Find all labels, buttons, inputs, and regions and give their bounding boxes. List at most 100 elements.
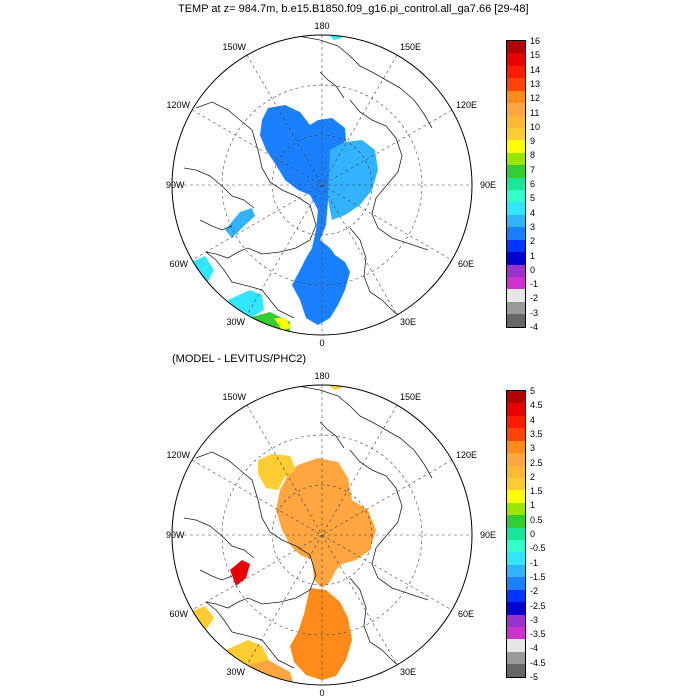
top-colorbar-tick-label: 3 xyxy=(530,221,536,232)
top-colorbar-swatch xyxy=(507,227,525,240)
bottom-colorbar-tick-label: -5 xyxy=(530,672,539,682)
top-colorbar-tick-label: 16 xyxy=(530,36,541,46)
top-colorbar-tick-label: 14 xyxy=(530,64,541,75)
bottom-colorbar-swatch xyxy=(507,465,525,478)
bottom-colorbar-tick-label: 4 xyxy=(530,414,536,425)
top-colorbar-swatch xyxy=(507,152,525,166)
top-colorbar-tick-label: 8 xyxy=(530,150,536,161)
top-colorbar-swatch xyxy=(507,277,525,290)
top-colorbar-swatch xyxy=(507,289,525,302)
top-map-boundary xyxy=(171,34,473,336)
bottom-basin-orange-fill xyxy=(276,458,376,588)
top-polar-map xyxy=(171,34,473,336)
bottom-colorbar-swatch xyxy=(507,564,525,578)
top-colorbar-swatch xyxy=(507,177,525,191)
top-colorbar-tick-label: 6 xyxy=(530,179,536,189)
top-lon-label-0: 0 xyxy=(319,338,325,348)
top-colorbar-swatch xyxy=(507,252,525,265)
bottom-panel-title: (MODEL - LEVITUS/PHC2) xyxy=(172,353,307,365)
bottom-canada-yellow-fill xyxy=(258,454,296,490)
bottom-lon-label-0: 0 xyxy=(319,688,325,698)
bottom-colorbar-tick-label: 2 xyxy=(530,471,536,482)
bottom-colorbar-tick-label: -3.5 xyxy=(530,629,546,640)
bottom-colorbar xyxy=(506,390,526,678)
top-colorbar-swatch xyxy=(507,140,525,153)
top-colorbar-tick-label: 1 xyxy=(530,250,536,261)
top-colorbar-swatch xyxy=(507,90,525,104)
top-lon-label-150w: 150W xyxy=(222,42,246,52)
bottom-colorbar-tick-label: -1.5 xyxy=(530,571,546,582)
top-colorbar-swatch xyxy=(507,239,525,253)
bottom-colorbar-swatch xyxy=(507,453,525,466)
bottom-colorbar-tick-label: 0 xyxy=(530,529,536,539)
top-colorbar-swatch xyxy=(507,202,525,215)
bottom-colorbar-tick-label: -0.5 xyxy=(530,543,546,554)
bottom-colorbar-swatch xyxy=(507,415,525,429)
bottom-colorbar-tick-label: 3 xyxy=(530,443,536,454)
top-lon-label-30w: 30W xyxy=(226,317,245,327)
bottom-colorbar-swatch xyxy=(507,490,525,503)
top-lon-label-90w: 90W xyxy=(166,180,185,190)
bottom-baffin-red-fill xyxy=(230,560,250,586)
bottom-colorbar-tick-label: -1 xyxy=(530,557,539,568)
top-colorbar-swatch xyxy=(507,115,525,128)
bottom-colorbar-swatch xyxy=(507,577,525,590)
bottom-colorbar-swatch xyxy=(507,515,525,528)
top-lon-label-120e: 120E xyxy=(456,100,478,110)
bottom-colorbar-swatch xyxy=(507,651,525,665)
top-colorbar-swatch xyxy=(507,53,525,66)
top-colorbar-tick-label: -3 xyxy=(530,307,539,318)
bottom-lon-label-60w: 60W xyxy=(169,609,188,619)
top-colorbar-swatch xyxy=(507,78,525,91)
top-eurasian-basin-fill xyxy=(328,140,378,220)
top-lon-label-180: 180 xyxy=(314,21,330,31)
top-colorbar-swatch xyxy=(507,314,525,327)
bottom-colorbar-tick-label: 2.5 xyxy=(530,457,543,468)
bottom-colorbar-tick-label: -2.5 xyxy=(530,600,546,611)
top-colorbar-swatch xyxy=(507,41,525,54)
bottom-lon-label-120e: 120E xyxy=(456,450,478,460)
bottom-lon-label-150e: 150E xyxy=(400,392,422,402)
top-colorbar-tick-label: 7 xyxy=(530,164,536,175)
bottom-fram-orange-fill xyxy=(290,588,352,680)
bottom-lon-label-60e: 60E xyxy=(458,609,475,619)
top-panel-title: TEMP at z= 984.7m, b.e15.B1850.f09_g16.p… xyxy=(178,3,529,15)
top-colorbar-tick-label: 0 xyxy=(530,264,536,275)
bottom-colorbar-swatch xyxy=(507,639,525,652)
bottom-colorbar-swatch xyxy=(507,403,525,416)
top-colorbar-swatch xyxy=(507,165,525,178)
bottom-lon-label-30w: 30W xyxy=(226,667,245,677)
bottom-colorbar-swatch xyxy=(507,477,525,491)
top-colorbar-tick-label: -1 xyxy=(530,279,539,290)
bottom-colorbar-swatch xyxy=(507,428,525,441)
bottom-lon-label-90e: 90E xyxy=(480,530,497,540)
top-colorbar-tick-label: 11 xyxy=(530,107,540,118)
top-labrador-fill xyxy=(192,256,214,282)
bottom-colorbar-swatch xyxy=(507,527,525,541)
top-lon-label-150e: 150E xyxy=(400,42,422,52)
top-baffin-fill xyxy=(225,208,255,238)
bottom-lon-label-150w: 150W xyxy=(222,392,246,402)
bottom-colorbar-tick-label: 5 xyxy=(530,386,536,396)
top-colorbar-swatch xyxy=(507,190,525,203)
top-colorbar-tick-label: -4 xyxy=(530,322,539,332)
top-colorbar-swatch xyxy=(507,214,525,228)
bottom-colorbar-swatch xyxy=(507,664,525,677)
top-atlantic-yellow-fill xyxy=(274,318,292,330)
bottom-colorbar-swatch xyxy=(507,627,525,640)
bottom-colorbar-tick-label: 3.5 xyxy=(530,428,543,439)
top-colorbar-tick-label: -2 xyxy=(530,293,539,304)
bottom-colorbar-tick-label: -3 xyxy=(530,614,539,625)
bottom-labrador-yellow-fill xyxy=(190,606,214,630)
bottom-colorbar-swatch xyxy=(507,440,525,454)
top-colorbar xyxy=(506,40,526,328)
top-colorbar-swatch xyxy=(507,65,525,79)
top-lon-label-120w: 120W xyxy=(166,100,190,110)
bottom-lon-label-30e: 30E xyxy=(400,667,417,677)
top-colorbar-tick-label: 10 xyxy=(530,121,541,132)
top-colorbar-tick-label: 4 xyxy=(530,207,536,218)
top-colorbar-tick-label: 2 xyxy=(530,236,536,247)
top-lon-label-60e: 60E xyxy=(458,259,475,269)
top-colorbar-tick-label: 5 xyxy=(530,193,536,204)
bottom-colorbar-swatch xyxy=(507,391,525,404)
